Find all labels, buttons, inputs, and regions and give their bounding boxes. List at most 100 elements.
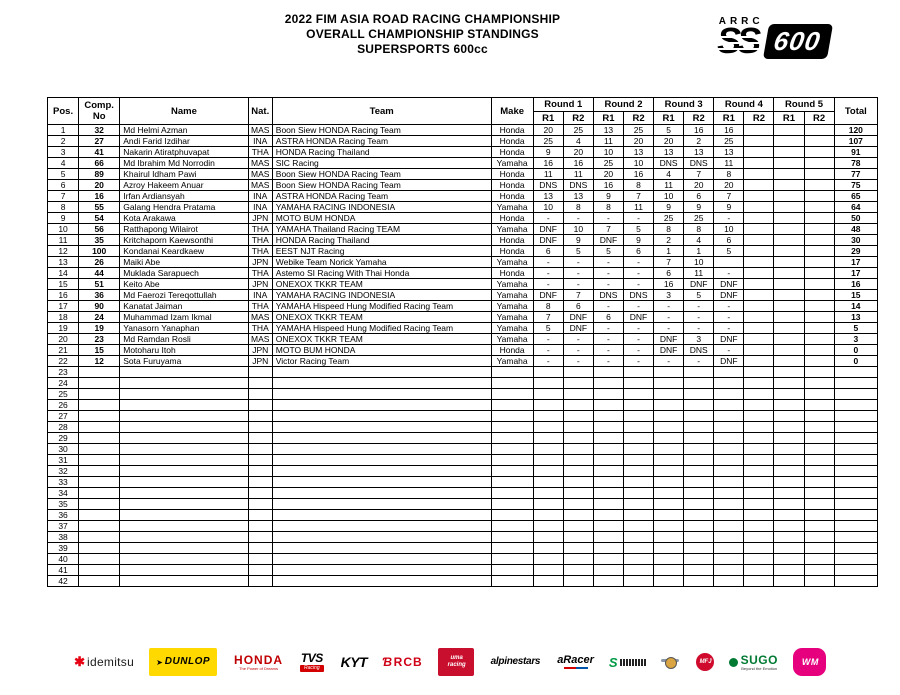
col-header-make: Make [490, 97, 534, 125]
make-cell [490, 520, 534, 532]
title-line-1: 2022 FIM ASIA ROAD RACING CHAMPIONSHIP [284, 12, 561, 26]
table-row-empty: 39 [46, 542, 879, 554]
score-cell: - [592, 344, 624, 356]
score-cell: 7 [622, 190, 655, 202]
team-cell [271, 553, 492, 565]
score-cell: - [622, 333, 655, 345]
score-cell: 10 [532, 201, 564, 213]
score-cell [622, 487, 655, 499]
nat-cell: THA [247, 322, 273, 334]
table-row-empty: 41 [46, 564, 879, 576]
score-cell: 16 [532, 157, 564, 169]
score-cell: 9 [683, 201, 715, 213]
score-cell [532, 520, 564, 532]
score-cell [803, 311, 835, 323]
nat-cell [247, 399, 273, 411]
total-cell [833, 531, 879, 543]
score-cell [803, 124, 835, 136]
total-cell: 30 [833, 234, 879, 246]
score-cell [803, 498, 835, 510]
team-cell: YAMAHA RACING INDONESIA [271, 289, 492, 301]
score-cell [773, 498, 805, 510]
team-cell: YAMAHA Thailand Racing TEAM [271, 223, 492, 235]
ss-logo-icon: SS [715, 23, 762, 59]
total-cell: 64 [833, 201, 879, 213]
score-cell [803, 300, 835, 312]
make-cell [490, 487, 534, 499]
pos-cell: 25 [46, 388, 80, 400]
crest-icon [660, 655, 679, 670]
total-cell [833, 487, 879, 499]
team-cell: Boon Siew HONDA Racing Team [271, 168, 492, 180]
score-cell: - [713, 311, 745, 323]
score-cell [592, 498, 624, 510]
score-cell [532, 509, 564, 521]
total-cell: 5 [833, 322, 879, 334]
score-cell [532, 377, 564, 389]
score-cell [773, 278, 805, 290]
score-cell [803, 146, 835, 158]
table-row-empty: 27 [46, 410, 879, 422]
score-cell: 25 [653, 212, 685, 224]
pos-cell: 3 [46, 146, 80, 158]
score-cell: - [592, 256, 624, 268]
comp-no-cell [78, 399, 121, 411]
score-cell [653, 399, 685, 411]
score-cell: - [653, 311, 685, 323]
name-cell [119, 498, 249, 510]
make-cell: Honda [490, 344, 534, 356]
make-cell [490, 509, 534, 521]
score-cell [803, 179, 835, 191]
pos-cell: 29 [46, 432, 80, 444]
score-cell [773, 157, 805, 169]
total-cell [833, 432, 879, 444]
make-cell: Yamaha [490, 311, 534, 323]
score-cell [562, 575, 594, 587]
score-cell: 8 [562, 201, 594, 213]
score-cell [773, 190, 805, 202]
score-cell [803, 399, 835, 411]
comp-no-cell: 32 [78, 124, 121, 136]
score-cell [562, 410, 594, 422]
score-cell [592, 399, 624, 411]
score-cell [773, 234, 805, 246]
score-cell [562, 454, 594, 466]
table-row: 6 20 Azroy Hakeem Anuar MAS Boon Siew HONDA … [46, 179, 879, 191]
total-cell [833, 575, 879, 587]
score-cell [653, 476, 685, 488]
name-cell: Andi Farid Izdihar [119, 135, 249, 147]
score-cell [803, 465, 835, 477]
score-cell [713, 564, 745, 576]
score-cell [653, 432, 685, 444]
score-cell: 10 [592, 146, 624, 158]
score-cell: 5 [683, 289, 715, 301]
pos-cell: 11 [46, 234, 80, 246]
score-cell [803, 487, 835, 499]
pos-cell: 14 [46, 267, 80, 279]
pos-cell: 34 [46, 487, 80, 499]
nat-cell: MAS [247, 311, 273, 323]
comp-no-cell: 20 [78, 179, 121, 191]
score-cell [773, 388, 805, 400]
table-row-empty: 42 [46, 575, 879, 587]
score-cell [803, 289, 835, 301]
nat-cell [247, 520, 273, 532]
make-cell: Honda [490, 212, 534, 224]
total-cell [833, 542, 879, 554]
score-cell: - [683, 300, 715, 312]
nat-cell [247, 410, 273, 422]
pos-cell: 28 [46, 421, 80, 433]
score-cell [773, 542, 805, 554]
score-cell: DNS [683, 344, 715, 356]
score-cell: 13 [683, 146, 715, 158]
score-cell [713, 388, 745, 400]
title-line-3: SUPERSPORTS 600cc [357, 42, 488, 56]
nat-cell [247, 421, 273, 433]
score-cell: 10 [562, 223, 594, 235]
score-cell [532, 388, 564, 400]
score-cell: - [653, 300, 685, 312]
nat-cell: INA [247, 190, 273, 202]
score-cell: 20 [592, 168, 624, 180]
score-cell: 11 [653, 179, 685, 191]
score-cell [592, 564, 624, 576]
